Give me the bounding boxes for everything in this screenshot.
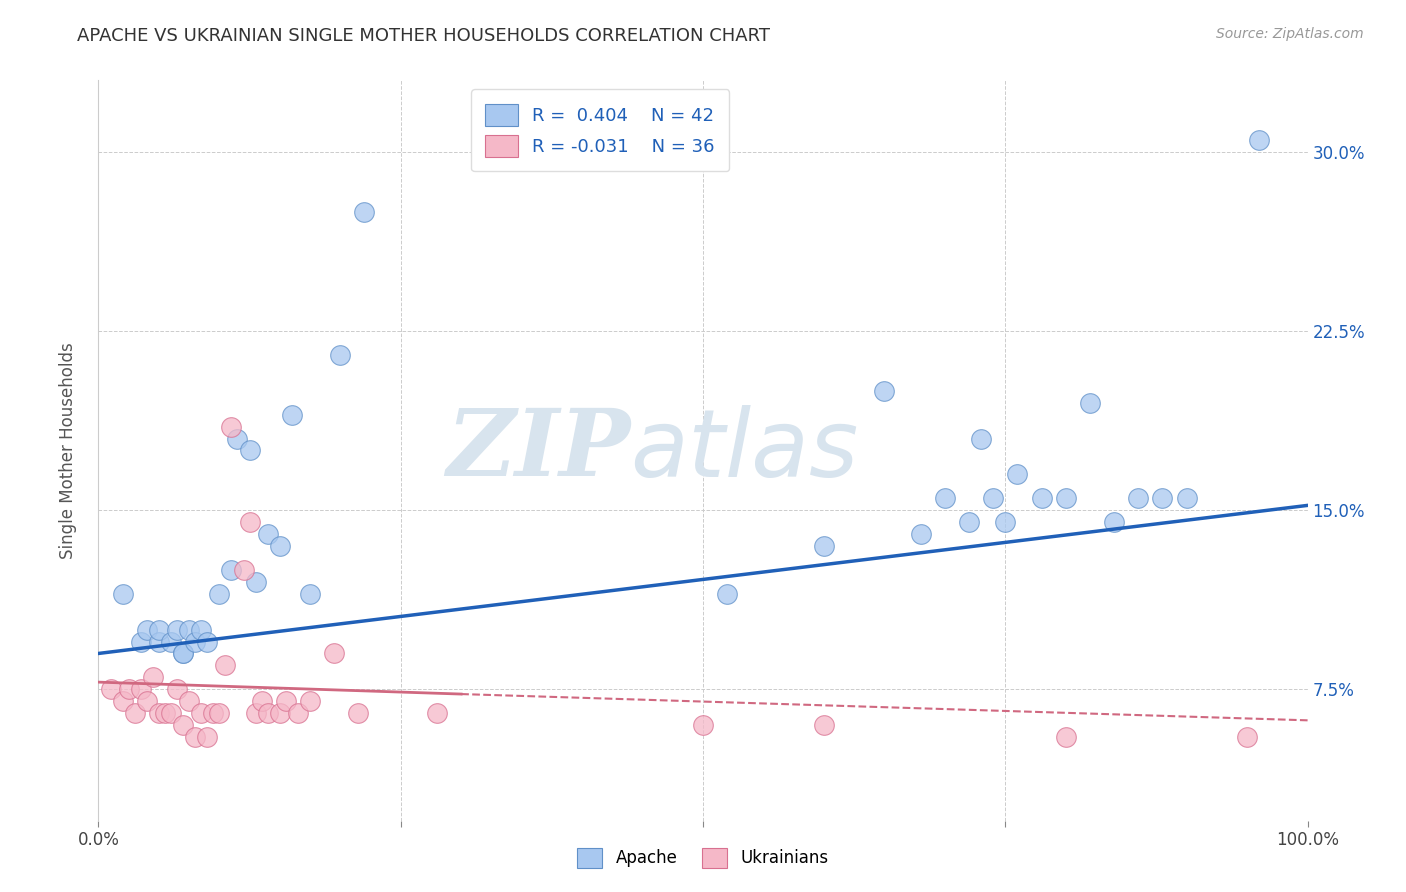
Point — [129, 634, 152, 648]
Point — [1102, 515, 1125, 529]
Point — [873, 384, 896, 398]
Point — [299, 587, 322, 601]
Point — [813, 718, 835, 732]
Legend: R =  0.404    N = 42, R = -0.031    N = 36: R = 0.404 N = 42, R = -0.031 N = 36 — [471, 89, 730, 171]
Point — [692, 718, 714, 732]
Point — [1249, 133, 1271, 147]
Point — [281, 408, 304, 422]
Point — [256, 706, 278, 721]
Point — [195, 730, 218, 744]
Point — [208, 706, 231, 721]
Point — [153, 706, 176, 721]
Point — [353, 204, 375, 219]
Point — [179, 623, 201, 637]
Point — [160, 634, 183, 648]
Point — [111, 694, 134, 708]
Point — [256, 527, 278, 541]
Point — [142, 670, 165, 684]
Point — [813, 539, 835, 553]
Point — [269, 706, 291, 721]
Point — [239, 515, 262, 529]
Point — [1054, 491, 1077, 506]
Point — [269, 539, 291, 553]
Point — [239, 443, 262, 458]
Text: Source: ZipAtlas.com: Source: ZipAtlas.com — [1216, 27, 1364, 41]
Legend: Apache, Ukrainians: Apache, Ukrainians — [571, 841, 835, 875]
Text: ZIP: ZIP — [446, 406, 630, 495]
Point — [250, 694, 273, 708]
Point — [172, 647, 194, 661]
Point — [934, 491, 956, 506]
Point — [245, 706, 267, 721]
Point — [118, 682, 141, 697]
Point — [202, 706, 225, 721]
Text: APACHE VS UKRAINIAN SINGLE MOTHER HOUSEHOLDS CORRELATION CHART: APACHE VS UKRAINIAN SINGLE MOTHER HOUSEH… — [77, 27, 770, 45]
Text: atlas: atlas — [630, 405, 859, 496]
Point — [1236, 730, 1258, 744]
Point — [981, 491, 1004, 506]
Point — [160, 706, 183, 721]
Point — [1128, 491, 1150, 506]
Point — [135, 694, 157, 708]
Point — [166, 623, 188, 637]
Point — [179, 694, 201, 708]
Point — [1175, 491, 1198, 506]
Point — [190, 623, 212, 637]
Point — [1007, 467, 1029, 482]
Point — [329, 348, 352, 362]
Point — [299, 694, 322, 708]
Point — [124, 706, 146, 721]
Point — [148, 706, 170, 721]
Point — [129, 682, 152, 697]
Point — [994, 515, 1017, 529]
Point — [184, 730, 207, 744]
Point — [172, 718, 194, 732]
Point — [166, 682, 188, 697]
Point — [208, 587, 231, 601]
Point — [1031, 491, 1053, 506]
Point — [148, 634, 170, 648]
Point — [195, 634, 218, 648]
Point — [214, 658, 236, 673]
Y-axis label: Single Mother Households: Single Mother Households — [59, 343, 77, 558]
Point — [1078, 395, 1101, 409]
Point — [957, 515, 980, 529]
Point — [100, 682, 122, 697]
Point — [287, 706, 309, 721]
Point — [226, 432, 249, 446]
Point — [426, 706, 449, 721]
Point — [716, 587, 738, 601]
Point — [148, 623, 170, 637]
Point — [274, 694, 297, 708]
Point — [910, 527, 932, 541]
Point — [245, 574, 267, 589]
Point — [323, 647, 346, 661]
Point — [172, 647, 194, 661]
Point — [1152, 491, 1174, 506]
Point — [1054, 730, 1077, 744]
Point — [190, 706, 212, 721]
Point — [221, 419, 243, 434]
Point — [970, 432, 993, 446]
Point — [111, 587, 134, 601]
Point — [135, 623, 157, 637]
Point — [232, 563, 254, 577]
Point — [221, 563, 243, 577]
Point — [184, 634, 207, 648]
Point — [347, 706, 370, 721]
